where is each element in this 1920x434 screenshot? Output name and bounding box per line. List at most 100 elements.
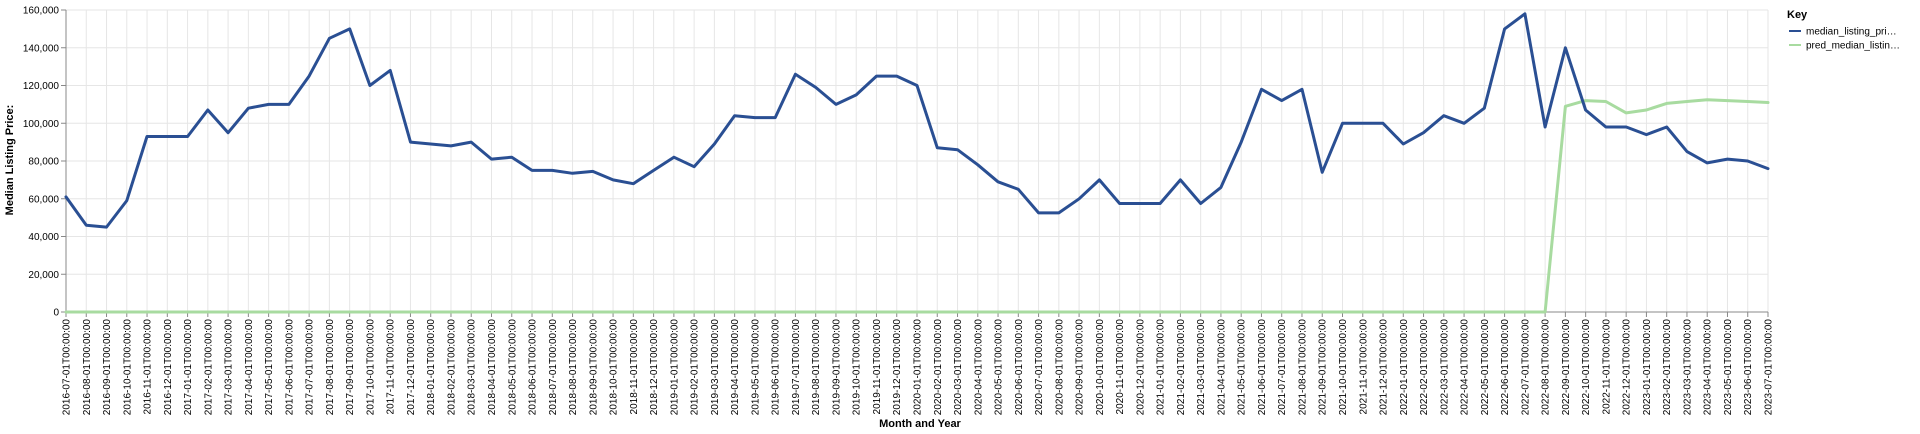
x-tick-label: 2023-02-01T00:00:00 bbox=[1662, 319, 1673, 416]
x-tick-label: 2022-10-01T00:00:00 bbox=[1581, 319, 1592, 416]
x-tick-label: 2019-01-01T00:00:00 bbox=[669, 319, 680, 416]
series-line-median-listing-price bbox=[64, 12, 1770, 229]
x-tick-label: 2019-05-01T00:00:00 bbox=[750, 319, 761, 416]
x-tick-label: 2018-06-01T00:00:00 bbox=[528, 319, 539, 416]
x-tick-label: 2017-06-01T00:00:00 bbox=[284, 319, 295, 416]
x-tick-label: 2021-05-01T00:00:00 bbox=[1237, 319, 1248, 416]
x-tick-label: 2020-05-01T00:00:00 bbox=[994, 319, 1005, 416]
x-tick-label: 2017-08-01T00:00:00 bbox=[325, 319, 336, 416]
x-tick-label: 2020-10-01T00:00:00 bbox=[1095, 319, 1106, 416]
x-tick-label: 2023-06-01T00:00:00 bbox=[1743, 319, 1754, 416]
x-tick-label: 2021-08-01T00:00:00 bbox=[1297, 319, 1308, 416]
x-tick-label: 2017-05-01T00:00:00 bbox=[264, 319, 275, 416]
x-tick-label: 2019-10-01T00:00:00 bbox=[852, 319, 863, 416]
x-tick-label: 2022-03-01T00:00:00 bbox=[1439, 319, 1450, 416]
x-tick-label: 2016-08-01T00:00:00 bbox=[82, 319, 93, 416]
y-axis-title: Median Listing Price: bbox=[4, 105, 16, 216]
y-tick-label: 160,000 bbox=[23, 6, 60, 17]
x-tick-label: 2019-02-01T00:00:00 bbox=[690, 319, 701, 416]
x-tick-label: 2020-07-01T00:00:00 bbox=[1034, 319, 1045, 416]
x-tick-label: 2017-12-01T00:00:00 bbox=[406, 319, 417, 416]
x-tick-label: 2021-06-01T00:00:00 bbox=[1257, 319, 1268, 416]
y-tick-label: 0 bbox=[53, 308, 59, 319]
x-tick-label: 2022-09-01T00:00:00 bbox=[1561, 319, 1572, 416]
x-tick-label: 2017-09-01T00:00:00 bbox=[345, 319, 356, 416]
y-tick-label: 60,000 bbox=[28, 194, 59, 205]
x-tick-label: 2017-10-01T00:00:00 bbox=[365, 319, 376, 416]
x-tick-label: 2021-01-01T00:00:00 bbox=[1156, 319, 1167, 416]
series-line-pred-median-listing-price bbox=[64, 98, 1770, 314]
x-tick-label: 2017-11-01T00:00:00 bbox=[386, 319, 397, 415]
x-tick-label: 2018-04-01T00:00:00 bbox=[487, 319, 498, 416]
x-tick-label: 2017-03-01T00:00:00 bbox=[224, 319, 235, 416]
x-tick-label: 2020-02-01T00:00:00 bbox=[933, 319, 944, 416]
x-tick-label: 2023-01-01T00:00:00 bbox=[1642, 319, 1653, 416]
legend: Key median_listing_pri… pred_median_listi… bbox=[1787, 9, 1900, 52]
x-tick-label: 2018-10-01T00:00:00 bbox=[609, 319, 620, 416]
y-tick-label: 120,000 bbox=[23, 81, 60, 92]
y-tick-label: 100,000 bbox=[23, 119, 60, 130]
legend-entry-label: pred_median_listin… bbox=[1806, 41, 1900, 52]
x-tick-label: 2017-02-01T00:00:00 bbox=[203, 319, 214, 416]
x-tick-label: 2021-07-01T00:00:00 bbox=[1277, 319, 1288, 416]
y-tick-label: 20,000 bbox=[28, 270, 59, 281]
x-tick-label: 2021-02-01T00:00:00 bbox=[1176, 319, 1187, 416]
x-tick-label: 2020-06-01T00:00:00 bbox=[1014, 319, 1025, 416]
x-tick-label: 2018-12-01T00:00:00 bbox=[649, 319, 660, 416]
x-tick-label: 2018-02-01T00:00:00 bbox=[446, 319, 457, 416]
x-tick-label: 2019-04-01T00:00:00 bbox=[730, 319, 741, 416]
x-tick-label: 2019-06-01T00:00:00 bbox=[771, 319, 782, 416]
x-tick-label: 2023-05-01T00:00:00 bbox=[1723, 319, 1734, 416]
x-tick-label: 2017-01-01T00:00:00 bbox=[183, 319, 194, 416]
x-tick-label: 2019-08-01T00:00:00 bbox=[811, 319, 822, 416]
x-tick-label: 2019-11-01T00:00:00 bbox=[872, 319, 883, 415]
x-tick-label: 2021-12-01T00:00:00 bbox=[1379, 319, 1390, 416]
x-tick-label: 2021-11-01T00:00:00 bbox=[1358, 319, 1369, 415]
x-tick-label: 2021-04-01T00:00:00 bbox=[1216, 319, 1227, 416]
series-lines bbox=[64, 12, 1770, 314]
x-tick-label: 2018-09-01T00:00:00 bbox=[588, 319, 599, 416]
x-tick-label: 2020-01-01T00:00:00 bbox=[913, 319, 924, 416]
x-tick-label: 2021-03-01T00:00:00 bbox=[1196, 319, 1207, 416]
legend-entry-label: median_listing_pri… bbox=[1806, 27, 1897, 38]
x-tick-label: 2022-05-01T00:00:00 bbox=[1480, 319, 1491, 416]
x-tick-label: 2022-01-01T00:00:00 bbox=[1399, 319, 1410, 416]
y-tick-label: 40,000 bbox=[28, 232, 59, 243]
gridlines bbox=[65, 9, 1769, 313]
x-tick-label: 2018-03-01T00:00:00 bbox=[467, 319, 478, 416]
x-tick-label: 2022-11-01T00:00:00 bbox=[1601, 319, 1612, 415]
x-tick-label: 2020-09-01T00:00:00 bbox=[1075, 319, 1086, 416]
x-axis: 2016-07-01T00:00:00 2016-08-01T00:00:00 20… bbox=[62, 311, 1775, 416]
y-tick-label: 80,000 bbox=[28, 157, 59, 168]
x-tick-label: 2022-12-01T00:00:00 bbox=[1622, 319, 1633, 416]
x-tick-label: 2022-02-01T00:00:00 bbox=[1419, 319, 1430, 416]
x-tick-label: 2017-07-01T00:00:00 bbox=[305, 319, 316, 416]
x-tick-label: 2022-04-01T00:00:00 bbox=[1460, 319, 1471, 416]
x-tick-label: 2019-12-01T00:00:00 bbox=[892, 319, 903, 416]
x-tick-label: 2017-04-01T00:00:00 bbox=[244, 319, 255, 416]
x-tick-label: 2019-09-01T00:00:00 bbox=[831, 319, 842, 416]
x-tick-label: 2016-12-01T00:00:00 bbox=[163, 319, 174, 416]
x-tick-label: 2023-03-01T00:00:00 bbox=[1682, 319, 1693, 416]
x-tick-label: 2020-04-01T00:00:00 bbox=[973, 319, 984, 416]
x-tick-label: 2016-07-01T00:00:00 bbox=[62, 319, 73, 416]
x-tick-label: 2021-09-01T00:00:00 bbox=[1318, 319, 1329, 416]
x-tick-label: 2020-12-01T00:00:00 bbox=[1135, 319, 1146, 416]
x-tick-label: 2020-11-01T00:00:00 bbox=[1115, 319, 1126, 415]
x-tick-label: 2023-04-01T00:00:00 bbox=[1703, 319, 1714, 416]
x-tick-label: 2016-11-01T00:00:00 bbox=[143, 319, 154, 415]
x-tick-label: 2022-07-01T00:00:00 bbox=[1520, 319, 1531, 416]
x-axis-title: Month and Year bbox=[879, 418, 961, 430]
y-tick-label: 140,000 bbox=[23, 43, 60, 54]
x-tick-label: 2019-07-01T00:00:00 bbox=[791, 319, 802, 416]
x-tick-label: 2020-08-01T00:00:00 bbox=[1054, 319, 1065, 416]
x-tick-label: 2023-07-01T00:00:00 bbox=[1764, 319, 1775, 416]
x-tick-label: 2018-01-01T00:00:00 bbox=[426, 319, 437, 416]
x-tick-label: 2021-10-01T00:00:00 bbox=[1338, 319, 1349, 416]
x-tick-label: 2019-03-01T00:00:00 bbox=[710, 319, 721, 416]
legend-title: Key bbox=[1787, 9, 1808, 21]
x-tick-label: 2016-09-01T00:00:00 bbox=[102, 319, 113, 416]
x-tick-label: 2018-07-01T00:00:00 bbox=[548, 319, 559, 416]
x-tick-label: 2018-08-01T00:00:00 bbox=[568, 319, 579, 416]
